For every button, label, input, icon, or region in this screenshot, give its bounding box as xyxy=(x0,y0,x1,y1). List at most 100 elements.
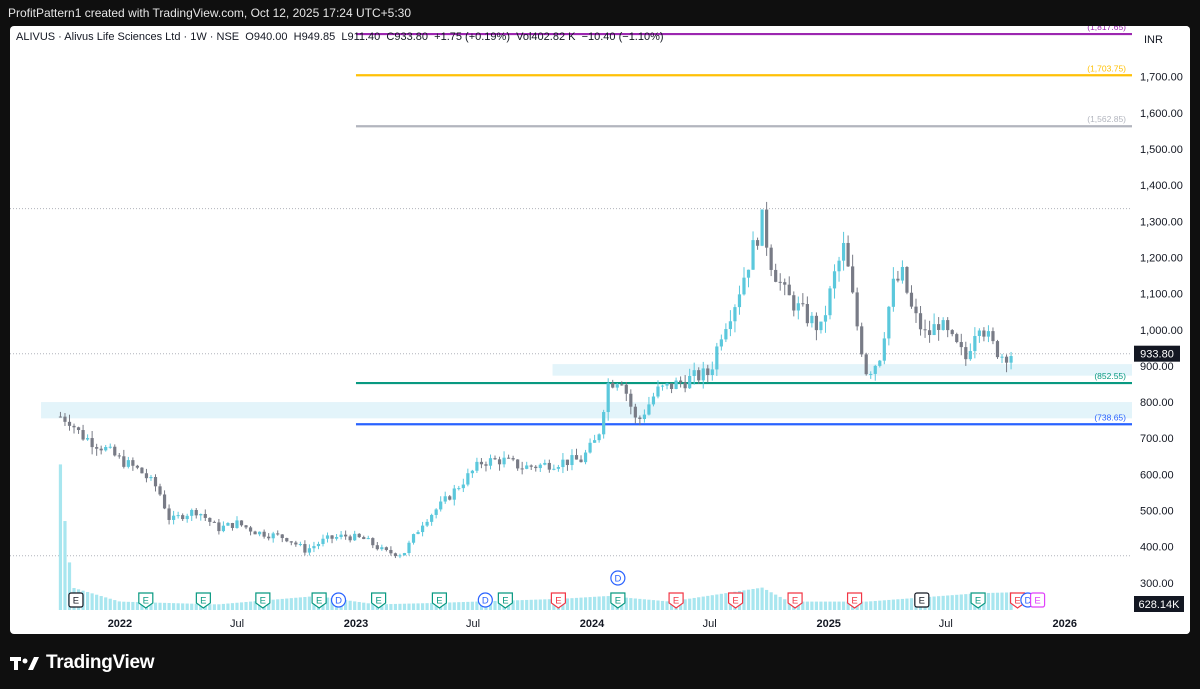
volume-bar xyxy=(398,603,402,610)
candle-body xyxy=(891,278,895,307)
candle-body xyxy=(869,373,873,375)
candle-body xyxy=(72,425,76,428)
volume-bar xyxy=(298,597,302,610)
candle-body xyxy=(497,459,502,465)
candle-body xyxy=(58,416,63,418)
candle-body xyxy=(615,384,619,388)
earnings-marker: E xyxy=(550,592,566,609)
earnings-marker: E xyxy=(255,592,271,609)
candle-body xyxy=(706,368,710,376)
volume-bar xyxy=(565,598,570,610)
candle-body xyxy=(416,532,420,535)
candle-body xyxy=(1004,356,1009,363)
candle-body xyxy=(900,266,905,281)
candle-body xyxy=(334,537,339,539)
marker-shape xyxy=(610,592,626,609)
marker-shape xyxy=(431,592,447,609)
volume-bar xyxy=(964,594,968,610)
volume-bar xyxy=(656,600,660,610)
marker-label: D xyxy=(1024,596,1031,607)
volume-bar xyxy=(366,603,370,610)
candle-body xyxy=(760,209,764,246)
candle-body xyxy=(846,242,850,267)
candle-body xyxy=(520,468,524,470)
volume-bar xyxy=(267,600,271,610)
volume-bar xyxy=(955,594,959,610)
marker-label: E xyxy=(851,596,857,607)
volume-bar xyxy=(190,603,194,610)
volume-bar xyxy=(135,602,139,610)
candle-body xyxy=(728,321,733,330)
candle-body xyxy=(801,303,805,305)
marker-shape xyxy=(846,592,863,609)
volume-bar xyxy=(172,603,176,610)
candle-body xyxy=(316,543,321,547)
event-markers[interactable]: E E E E E D E E D E E EDE E E E E E E D E xyxy=(68,570,1046,609)
candle-body xyxy=(325,535,330,539)
candle-body xyxy=(126,460,130,467)
candle-body xyxy=(81,430,85,440)
candle-body xyxy=(561,459,565,468)
marker-label: E xyxy=(316,596,322,607)
candle-body xyxy=(669,383,674,389)
candle-body xyxy=(973,336,977,352)
candle-body xyxy=(986,331,991,337)
volume-bar xyxy=(588,597,592,610)
volume-bar xyxy=(823,601,828,610)
candle-body xyxy=(443,496,447,502)
volume-bar xyxy=(882,600,886,610)
price-chart[interactable]: (1,817.65) (1,703.75) (1,562.85) (852.55) (7… xyxy=(10,26,1190,634)
candle-body xyxy=(104,447,108,451)
volume-bar xyxy=(547,599,551,610)
volume-bar xyxy=(828,601,832,610)
earnings-marker: E xyxy=(138,592,154,609)
symbol-name[interactable]: ALIVUS · Alivus Life Sciences Ltd · 1W ·… xyxy=(16,31,240,43)
candle-body xyxy=(194,509,198,516)
volume-bar xyxy=(461,602,465,610)
x-tick-label: 2026 xyxy=(1053,618,1077,630)
candle-body xyxy=(76,427,81,431)
volume-bar xyxy=(344,600,348,610)
candle-body xyxy=(362,537,366,540)
volume-bar xyxy=(909,598,914,610)
volume-bar xyxy=(176,603,180,610)
candle-body xyxy=(95,447,99,449)
volume-bar xyxy=(774,594,778,610)
volume-bar xyxy=(162,602,167,610)
candle-body xyxy=(828,288,832,316)
marker-shape xyxy=(610,570,626,586)
candle-body xyxy=(547,462,551,470)
candle-body xyxy=(968,351,972,360)
candle-body xyxy=(964,347,968,360)
marker-label: E xyxy=(200,596,206,607)
volume-bar xyxy=(208,604,212,610)
volume-bar xyxy=(384,604,388,610)
candle-body xyxy=(792,295,796,311)
volume-bar xyxy=(891,599,895,610)
candle-body xyxy=(642,414,646,420)
candle-body xyxy=(298,544,302,546)
marker-label: E xyxy=(73,596,79,607)
volume-bar xyxy=(380,604,384,610)
volume-bar xyxy=(846,601,850,610)
candle-body xyxy=(375,545,379,550)
volume-bar xyxy=(330,598,334,610)
marker-shape xyxy=(970,592,986,609)
volume-bar xyxy=(602,596,606,610)
y-tick-label: 1,700.00 xyxy=(1140,72,1183,84)
chart-grid xyxy=(10,208,1132,557)
marker-shape xyxy=(68,592,84,608)
volume-bar xyxy=(448,602,452,610)
candle-body xyxy=(172,515,176,520)
candle-body xyxy=(208,517,212,522)
candle-body xyxy=(502,457,506,465)
candle-body xyxy=(946,320,950,331)
volume-bar xyxy=(525,599,529,610)
candle-body xyxy=(819,321,823,331)
volume-bar xyxy=(710,595,714,610)
volume-bar xyxy=(697,597,701,610)
volume-bar xyxy=(841,601,846,610)
candle-body xyxy=(955,334,959,343)
chart-panel[interactable]: (1,817.65) (1,703.75) (1,562.85) (852.55) (7… xyxy=(10,26,1190,634)
candle-body xyxy=(841,242,846,261)
